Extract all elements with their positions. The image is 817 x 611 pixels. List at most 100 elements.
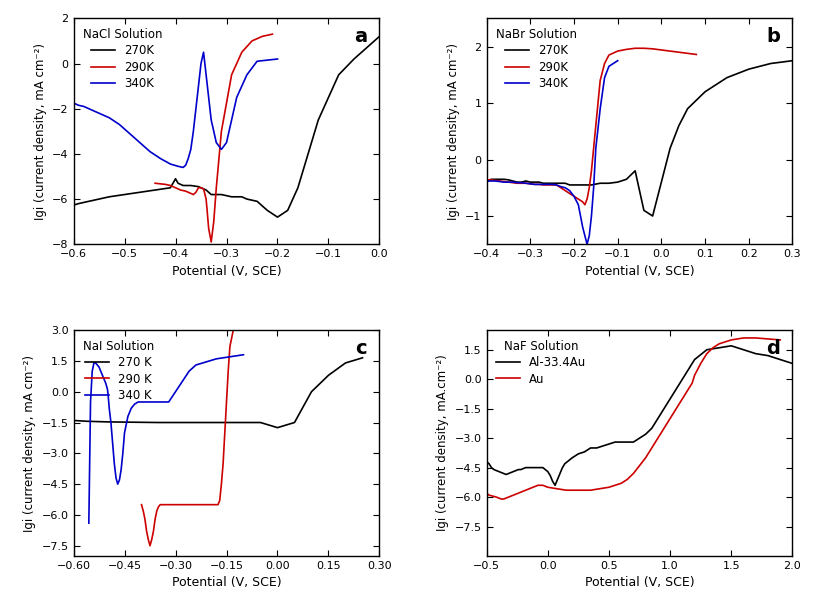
270K: [700, 88, 710, 95]
Au: [675, 399, 685, 406]
340 K: [157, 398, 167, 406]
290 K: [204, 501, 214, 508]
340K: [199, 48, 208, 56]
340K: [191, 105, 201, 112]
Au: [497, 496, 507, 503]
270K: [178, 182, 188, 189]
Text: d: d: [766, 339, 780, 358]
Line: 270K: 270K: [484, 60, 792, 239]
340K: [551, 181, 561, 189]
340 K: [113, 480, 123, 488]
290K: [199, 185, 208, 192]
270K: [237, 193, 247, 200]
340K: [114, 121, 124, 128]
290 K: [215, 497, 225, 504]
290 K: [188, 501, 198, 508]
270 K: [69, 417, 78, 424]
270K: [542, 180, 552, 187]
340K: [166, 160, 176, 167]
290K: [189, 191, 199, 198]
340K: [105, 114, 114, 122]
290 K: [158, 501, 168, 508]
340 K: [109, 460, 119, 467]
Au: [775, 336, 785, 343]
290 K: [221, 398, 231, 406]
270K: [168, 180, 178, 187]
270K: [490, 175, 500, 183]
340K: [587, 213, 596, 220]
270K: [499, 175, 509, 183]
340 K: [127, 404, 136, 412]
Al-33.4Au: [545, 472, 555, 479]
340 K: [116, 466, 126, 474]
340 K: [108, 439, 118, 447]
290K: [604, 51, 614, 59]
270 K: [96, 418, 105, 425]
340K: [547, 181, 557, 188]
270K: [657, 178, 667, 186]
340K: [226, 116, 236, 123]
Al-33.4Au: [604, 441, 614, 448]
X-axis label: Potential (V, SCE): Potential (V, SCE): [585, 265, 694, 277]
290K: [173, 185, 183, 192]
340K: [578, 224, 587, 231]
Al-33.4Au: [610, 439, 620, 446]
290K: [194, 184, 203, 191]
290K: [516, 180, 526, 187]
270 K: [136, 419, 146, 426]
270K: [622, 175, 632, 183]
290K: [267, 31, 277, 38]
Line: 340K: 340K: [484, 60, 618, 244]
340K: [604, 63, 614, 70]
290K: [503, 178, 513, 186]
340K: [217, 145, 226, 153]
340K: [516, 179, 526, 186]
340K: [596, 105, 605, 112]
340 K: [119, 429, 129, 436]
270K: [226, 193, 236, 200]
270K: [480, 235, 489, 243]
340K: [145, 148, 155, 155]
340 K: [91, 359, 100, 367]
290K: [587, 167, 596, 175]
290K: [683, 49, 693, 57]
340K: [181, 161, 190, 169]
290 K: [150, 515, 160, 522]
270 K: [171, 419, 181, 426]
340K: [576, 213, 586, 220]
Text: c: c: [355, 339, 367, 358]
340K: [94, 109, 104, 117]
340 K: [144, 398, 154, 406]
340K: [203, 93, 213, 101]
Au: [482, 489, 492, 497]
Y-axis label: Igi (current density, mA cm⁻²): Igi (current density, mA cm⁻²): [33, 43, 47, 220]
290 K: [144, 536, 154, 543]
340K: [556, 183, 565, 190]
340 K: [232, 352, 242, 359]
290 K: [155, 501, 165, 508]
290K: [556, 184, 565, 191]
290K: [547, 181, 557, 189]
290K: [212, 184, 221, 191]
270K: [94, 196, 104, 203]
290K: [529, 181, 539, 188]
290K: [207, 238, 217, 246]
270K: [324, 93, 333, 101]
270K: [547, 180, 557, 187]
340K: [232, 93, 242, 101]
270K: [534, 178, 544, 186]
270K: [604, 180, 614, 187]
270 K: [89, 418, 99, 425]
340K: [84, 105, 94, 112]
Legend: 270 K, 290 K, 340 K: 270 K, 290 K, 340 K: [79, 336, 158, 406]
340 K: [89, 359, 99, 367]
Line: 340 K: 340 K: [89, 355, 243, 523]
340 K: [164, 398, 174, 406]
340K: [508, 178, 518, 186]
290 K: [194, 501, 204, 508]
340 K: [150, 398, 160, 406]
Al-33.4Au: [482, 458, 492, 466]
340K: [589, 184, 599, 191]
290 K: [157, 501, 167, 508]
340 K: [123, 412, 133, 420]
